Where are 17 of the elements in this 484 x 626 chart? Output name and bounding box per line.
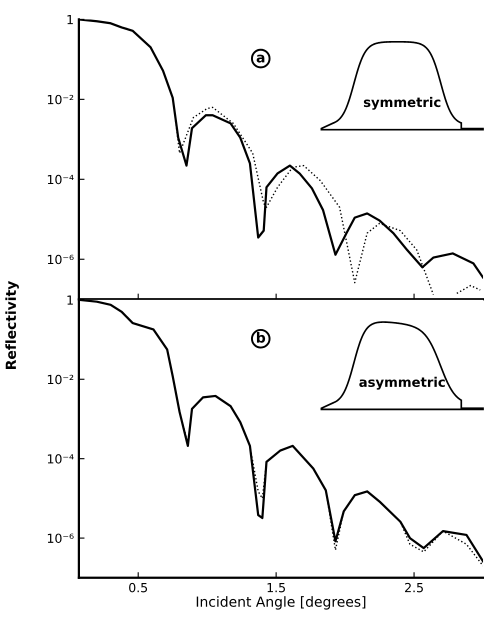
y-tick-label: 10⁻⁶	[48, 534, 74, 544]
y-tick-label: 1	[67, 295, 73, 305]
y-tick-label: 10⁻⁶	[48, 254, 74, 264]
y-tick-label: 10⁻⁴	[48, 174, 74, 184]
annotation: asymmetric	[359, 376, 445, 390]
x-tick-label: 0.5	[129, 582, 148, 592]
y-tick-label: 1	[67, 15, 73, 24]
y-tick-label: 10⁻²	[48, 94, 74, 104]
annotation: a	[256, 54, 264, 63]
y-axis-title: Reflectivity	[5, 281, 19, 369]
x-axis-title: Incident Angle [degrees]	[196, 596, 366, 610]
x-tick-label: 1.5	[268, 583, 285, 592]
y-tick-label: 10⁻²	[48, 374, 74, 384]
annotation: symmetric	[364, 96, 440, 110]
x-tick-label: 2.5	[405, 582, 423, 592]
annotation: b	[256, 332, 266, 343]
y-tick-label: 10⁻⁴	[48, 454, 74, 464]
